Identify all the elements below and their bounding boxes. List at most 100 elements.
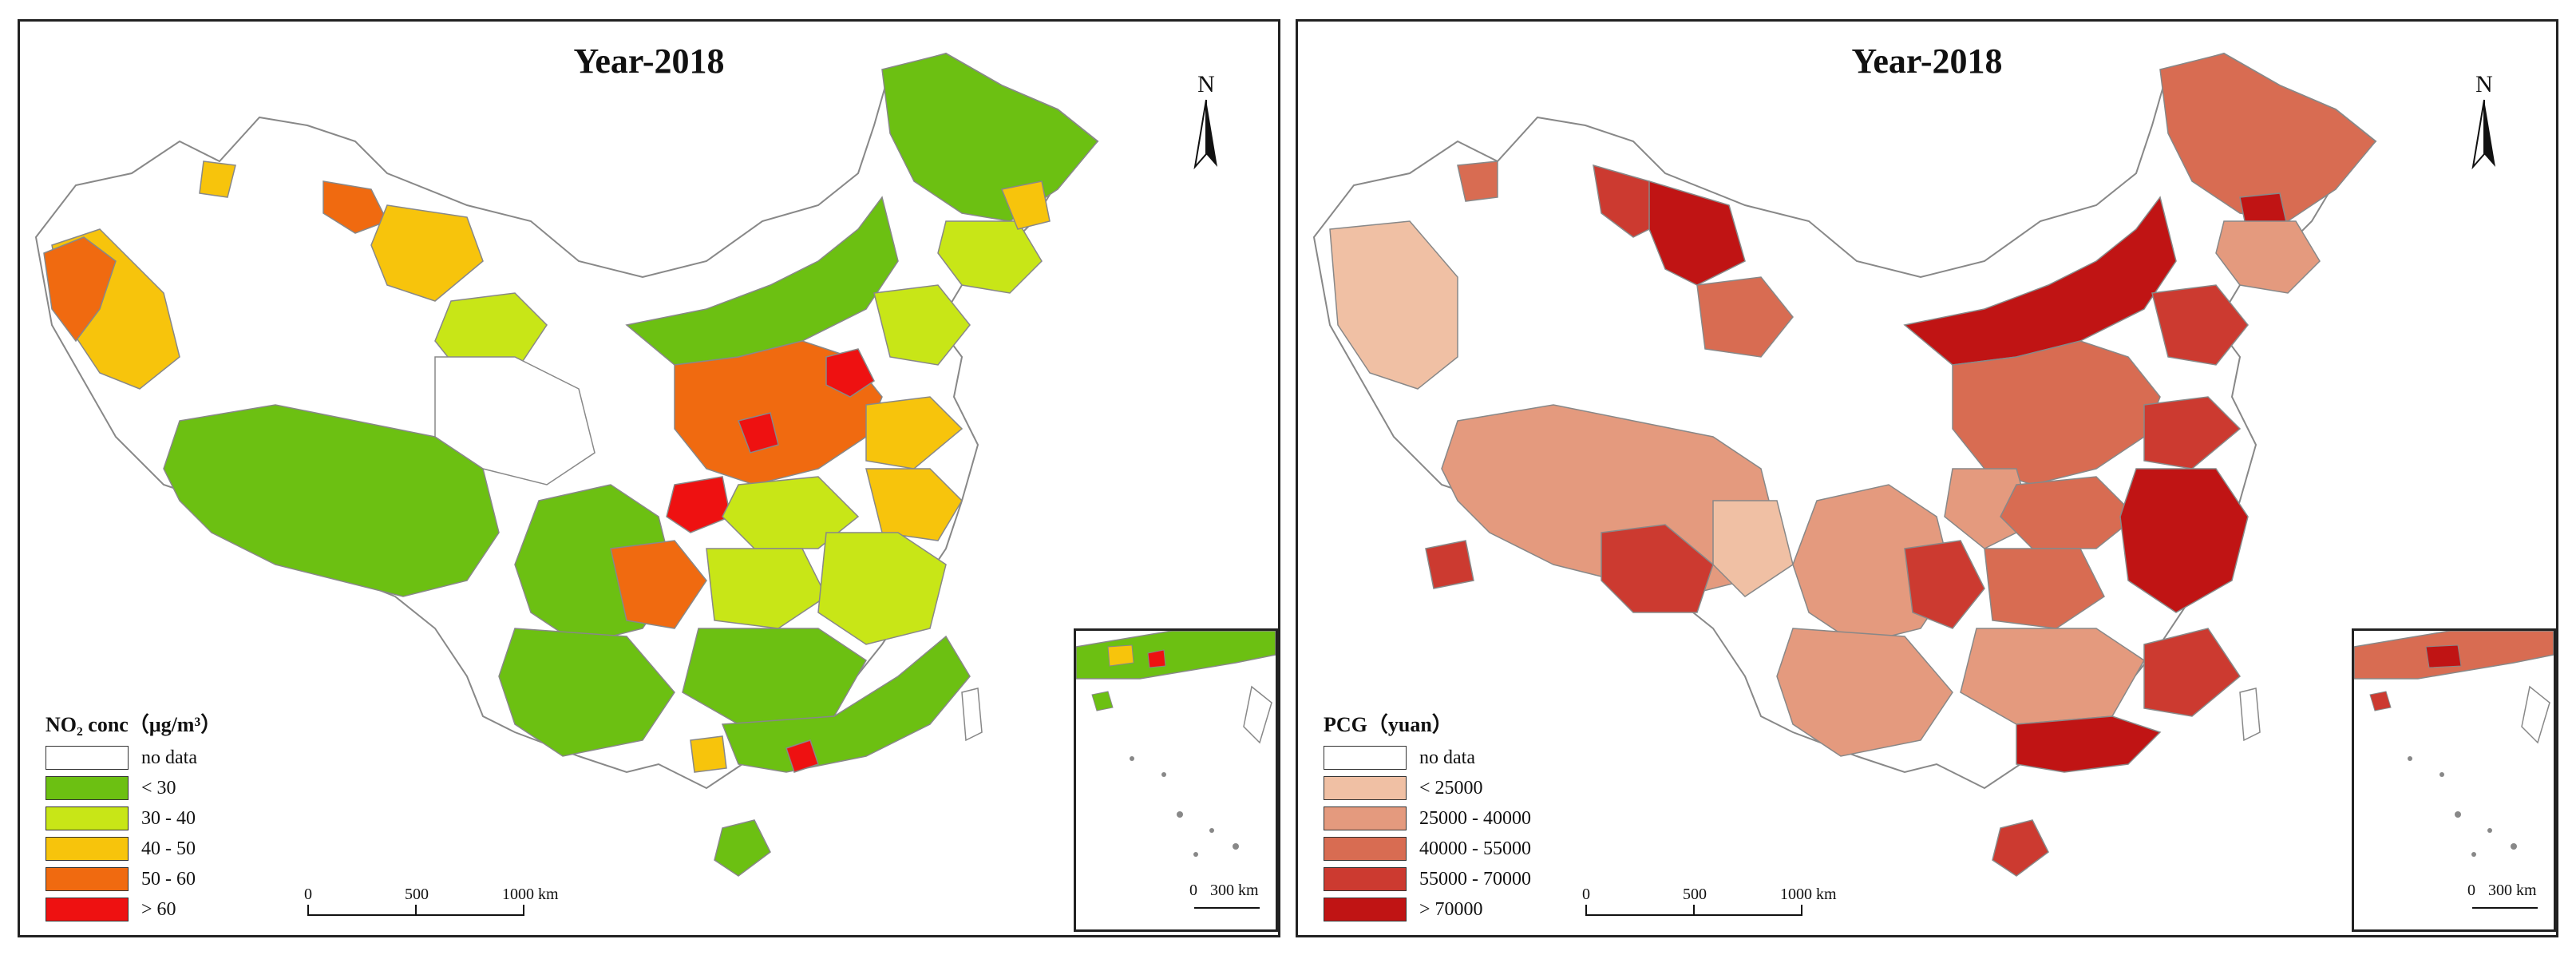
region-taiwan [961,688,983,742]
region-hami [1696,276,1794,358]
region-qinghai [434,356,596,485]
legend-title: NO₂ conc（μg/m³） [46,713,222,736]
region-hami [370,204,484,302]
inset-map [2354,631,2554,857]
region-hainan [1992,819,2049,877]
inset-map [1076,631,1276,857]
legend-item: 55000 - 70000 [1324,864,1611,894]
legend-item: no data [46,743,333,773]
legend-label: 30 - 40 [141,807,196,829]
legend-swatch [1324,806,1407,830]
region-qinghai-east [1712,500,1794,597]
region-shandong [865,396,964,470]
inset-scale-label: 300 km [1210,882,1259,899]
legend-swatch [46,746,129,770]
legend-item: 30 - 40 [46,803,333,834]
legend-swatch [46,867,129,891]
region-fujian [2143,628,2241,717]
legend-label: > 70000 [1419,898,1483,920]
legend-item: 25000 - 40000 [1324,803,1611,834]
north-arrow-icon [2471,99,2495,170]
scale-tick [1693,905,1695,916]
region-guangxi-yellow [690,735,727,773]
legend-item: > 70000 [1324,894,1611,925]
region-guangdong [2016,715,2162,773]
scale-tick [307,905,309,916]
region-beijing-tianjin [825,348,875,398]
legend-label: < 30 [141,777,176,799]
region-guangzhou [785,739,819,773]
region-heilongjiang [881,53,1099,222]
region-anhui-zhejiang [817,532,947,645]
region-chongqing [610,540,707,629]
region-xian [666,476,731,533]
legend-label: 25000 - 40000 [1419,807,1531,829]
legend-item: < 30 [46,773,333,803]
pcg-choropleth-map [1312,52,2377,877]
legend-label: 40 - 50 [141,838,196,859]
legend-title: PCG（yuan） [1324,713,1453,736]
north-arrow: N [1182,71,1230,175]
legend-label: no data [141,747,197,768]
region-henan [2000,476,2138,549]
north-arrow: N [2460,71,2508,175]
pcg-legend: PCG（yuan） no data < 25000 25000 - 40000 … [1324,708,1611,925]
inset-scale-label: 300 km [2488,882,2537,899]
region-ili [199,160,236,198]
region-ili [1457,160,1498,202]
legend-swatch [46,898,129,921]
no2-map-panel: Year-2018 N NO₂ conc（μg/m³） no data < 30… [18,19,1280,937]
map-title: Year-2018 [1851,42,2003,81]
north-arrow-icon [1193,99,1217,170]
region-jilin [2215,220,2321,294]
map-title: Year-2018 [573,42,725,81]
region-jiangsu [865,468,963,541]
inset-scale-label: 0 [2467,882,2475,899]
legend-label: 40000 - 55000 [1419,838,1531,859]
south-china-sea-inset: 0 300 km [2352,628,2556,932]
inset-scale-bar: 0 300 km [2466,878,2549,918]
legend-swatch [1324,776,1407,800]
region-yunnan-guizhou [498,628,675,757]
scale-tick [1801,905,1802,916]
legend-swatch [46,776,129,800]
scale-label: 0 [1582,886,1590,903]
legend-swatch [46,806,129,830]
legend-label: < 25000 [1419,777,1483,799]
legend-item: 40 - 50 [46,834,333,864]
scale-tick [1585,905,1587,916]
region-taiyuan [738,412,779,454]
north-label: N [1197,71,1215,97]
region-shaanxi [1944,468,2033,549]
scale-label: 500 [1683,886,1707,903]
region-jiangsu-zhejiang [2119,468,2249,613]
scale-tick [415,905,417,916]
region-chongqing [1904,540,1985,629]
legend-swatch [46,837,129,861]
region-yunnan-guizhou [1776,628,1953,757]
region-heilongjiang [2159,53,2377,222]
region-tibet [163,404,500,597]
region-liaoning [873,284,971,366]
region-qinghai-west [1425,540,1474,589]
region-harbin [1000,180,1051,230]
region-kashgar [43,236,117,343]
legend-swatch [1324,837,1407,861]
legend-item: 40000 - 55000 [1324,834,1611,864]
scale-bar: 0 500 1000 km [1582,886,1837,933]
legend-swatch [1324,867,1407,891]
legend-label: 50 - 60 [141,868,196,890]
inset-scale-line [1194,907,1260,909]
south-china-sea-inset: 0 300 km [1074,628,1278,932]
scale-label: 1000 km [1780,886,1837,903]
region-xinjiang-west [1329,220,1458,390]
region-hubei [1984,548,2105,629]
region-hainan [714,819,771,877]
legend-item: no data [1324,743,1611,773]
region-guangdong-fujian [721,635,971,773]
pcg-map-panel: Year-2018 N PCG（yuan） no data < 25000 25… [1296,19,2558,937]
region-qinghai [1601,524,1714,613]
region-shandong [2143,396,2242,470]
no2-choropleth-map [34,52,1099,877]
legend-item: 50 - 60 [46,864,333,894]
